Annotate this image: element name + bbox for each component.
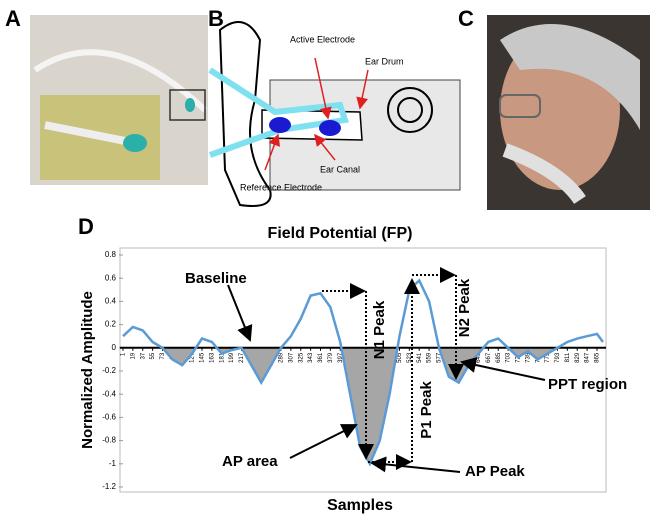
- plot: -1.2 -1 -0.8 -0.6 -0.4 -0.2 0 0.2 0.4 0.6 0.8 1 19 37…: [102, 250, 606, 491]
- x-tick-label: 361: [318, 352, 324, 363]
- x-tick-label: 325: [298, 352, 304, 363]
- x-tick-label: 541: [417, 352, 423, 363]
- dotted-arrows: [322, 267, 464, 470]
- x-tick-label: 523: [407, 352, 413, 363]
- x-tick-label: 163: [209, 352, 215, 363]
- x-tick-label: 37: [140, 352, 146, 359]
- x-tick-label: 847: [585, 352, 591, 363]
- chart-title: Field Potential (FP): [268, 225, 413, 242]
- diagram-label: Active Electrode: [290, 34, 355, 44]
- plot-frame: [119, 247, 607, 493]
- annotation: Baseline: [185, 270, 247, 287]
- panel-label: B: [208, 6, 224, 31]
- photo-a: [30, 15, 208, 185]
- x-tick-label: 19: [130, 352, 136, 359]
- x-tick-label: 559: [427, 352, 433, 363]
- x-tick-label: 73: [160, 352, 166, 359]
- y-tick-label: 0: [112, 343, 117, 352]
- x-tick-label: 289: [279, 352, 285, 363]
- y-tick-label: -0.4: [102, 389, 116, 398]
- x-tick-label: 829: [575, 352, 581, 363]
- y-tick-label: 0.6: [105, 273, 117, 282]
- annotation: PPT region: [548, 376, 627, 393]
- y-tick-label: -0.2: [102, 366, 116, 375]
- panel-label: C: [458, 6, 474, 31]
- x-tick-label: 1: [121, 352, 127, 356]
- x-tick-label: 577: [437, 352, 443, 363]
- x-tick-label: 199: [229, 352, 235, 363]
- annotation: N2 Peak: [456, 278, 473, 337]
- negative-area: [123, 347, 603, 464]
- diagram-label: Ear Drum: [365, 56, 404, 66]
- x-tick-label: 181: [219, 352, 225, 363]
- y-tick-label: 0.8: [105, 250, 117, 259]
- x-tick-label: 739: [525, 352, 531, 363]
- x-tick-label: 343: [308, 352, 314, 363]
- x-tick-label: 775: [545, 352, 551, 363]
- x-tick-label: 793: [555, 352, 561, 363]
- annotation-arrows: [227, 284, 546, 473]
- ear-diagram: [208, 21, 461, 207]
- y-tick-label: -1.2: [102, 482, 116, 491]
- x-tick-label: 55: [150, 352, 156, 359]
- x-tick-label: 865: [595, 352, 601, 363]
- x-tick-label: 397: [338, 352, 344, 363]
- x-tick-label: 667: [486, 352, 492, 363]
- x-tick-label: 505: [397, 352, 403, 363]
- annotation: P1 Peak: [418, 381, 435, 439]
- x-tick-label: 649: [476, 352, 482, 363]
- photo-c: [487, 15, 650, 210]
- annotation: AP Peak: [465, 463, 525, 480]
- diagram-label: Ear Canal: [320, 164, 360, 174]
- annotation: N1 Peak: [371, 300, 388, 359]
- x-tick-label: 127: [190, 352, 196, 363]
- x-tick-label: 217: [239, 352, 245, 363]
- diagram-label: Reference Electrode: [240, 182, 322, 192]
- x-tick-label: 307: [288, 352, 294, 363]
- y-tick-label: 0.4: [105, 297, 117, 306]
- y-tick-label: 0.2: [105, 320, 117, 329]
- x-tick-label: 145: [200, 352, 206, 363]
- y-tick-label: -0.6: [102, 413, 116, 422]
- x-axis-label: Samples: [327, 497, 393, 514]
- x-tick-label: 703: [506, 352, 512, 363]
- panel-label: A: [5, 6, 21, 31]
- panel-label: D: [78, 214, 94, 239]
- annotation: AP area: [222, 453, 278, 470]
- x-tick-label: 811: [565, 352, 571, 362]
- y-tick-label: -1: [109, 459, 117, 468]
- x-tick-label: 379: [328, 352, 334, 363]
- y-tick-label: -0.8: [102, 436, 116, 445]
- y-axis-label: Normalized Amplitude: [79, 291, 96, 449]
- x-tick-label: 685: [496, 352, 502, 363]
